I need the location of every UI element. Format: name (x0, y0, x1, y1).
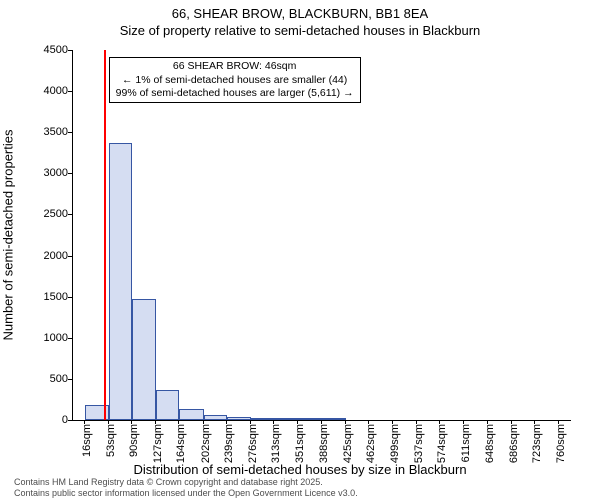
histogram-bar (132, 299, 156, 420)
annotation-line3: 99% of semi-detached houses are larger (… (116, 87, 354, 100)
ytick-label: 3000 (28, 167, 68, 179)
plot-area: 66 SHEAR BROW: 46sqm← 1% of semi-detache… (72, 50, 571, 421)
ytick-mark (68, 132, 72, 133)
histogram-bar (179, 409, 203, 420)
annotation-line2: ← 1% of semi-detached houses are smaller… (116, 74, 354, 87)
ytick-mark (68, 173, 72, 174)
ytick-mark (68, 50, 72, 51)
xtick-label: 648sqm (484, 424, 496, 463)
ytick-mark (68, 379, 72, 380)
xtick-label: 462sqm (365, 424, 377, 463)
ytick-mark (68, 297, 72, 298)
xtick-label: 388sqm (318, 424, 330, 463)
ytick-label: 4500 (28, 44, 68, 56)
xtick-label: 425sqm (342, 424, 354, 463)
histogram-bar (251, 418, 275, 420)
xtick-label: 16sqm (81, 424, 93, 457)
ytick-mark (68, 420, 72, 421)
annotation-box: 66 SHEAR BROW: 46sqm← 1% of semi-detache… (109, 57, 361, 102)
histogram-bar (156, 390, 180, 420)
ytick-label: 3500 (28, 126, 68, 138)
xtick-label: 53sqm (105, 424, 117, 457)
y-axis-label: Number of semi-detached properties (1, 24, 16, 235)
xtick-label: 351sqm (294, 424, 306, 463)
ytick-label: 4000 (28, 85, 68, 97)
histogram-bar (109, 143, 133, 420)
chart-title-line2: Size of property relative to semi-detach… (0, 23, 600, 38)
xtick-label: 686sqm (508, 424, 520, 463)
histogram-bar (298, 418, 322, 420)
title-block: 66, SHEAR BROW, BLACKBURN, BB1 8EA Size … (0, 6, 600, 38)
footer-line2: Contains public sector information licen… (14, 488, 358, 498)
xtick-label: 239sqm (223, 424, 235, 463)
ytick-mark (68, 214, 72, 215)
ytick-label: 1500 (28, 291, 68, 303)
ytick-mark (68, 338, 72, 339)
footer-line1: Contains HM Land Registry data © Crown c… (14, 477, 358, 487)
xtick-label: 127sqm (152, 424, 164, 463)
xtick-label: 760sqm (555, 424, 567, 463)
ytick-mark (68, 256, 72, 257)
xtick-label: 574sqm (436, 424, 448, 463)
x-axis-label: Distribution of semi-detached houses by … (0, 462, 600, 477)
xtick-label: 276sqm (247, 424, 259, 463)
histogram-bar (322, 418, 346, 420)
annotation-line1: 66 SHEAR BROW: 46sqm (116, 60, 354, 73)
xtick-label: 499sqm (389, 424, 401, 463)
ytick-mark (68, 91, 72, 92)
histogram-bar (204, 415, 228, 420)
ytick-label: 0 (28, 414, 68, 426)
xtick-label: 611sqm (460, 424, 472, 462)
ytick-label: 2000 (28, 250, 68, 262)
histogram-bar (227, 417, 251, 420)
histogram-bar (274, 418, 298, 420)
xtick-label: 202sqm (200, 424, 212, 463)
xtick-label: 723sqm (531, 424, 543, 463)
xtick-label: 537sqm (413, 424, 425, 463)
chart-container: 66, SHEAR BROW, BLACKBURN, BB1 8EA Size … (0, 0, 600, 500)
footer-attribution: Contains HM Land Registry data © Crown c… (14, 477, 358, 498)
xtick-label: 164sqm (175, 424, 187, 463)
ytick-label: 500 (28, 373, 68, 385)
ytick-label: 1000 (28, 332, 68, 344)
chart-title-line1: 66, SHEAR BROW, BLACKBURN, BB1 8EA (0, 6, 600, 21)
xtick-label: 313sqm (270, 424, 282, 463)
ytick-label: 2500 (28, 208, 68, 220)
property-marker-line (104, 50, 106, 420)
xtick-label: 90sqm (128, 424, 140, 457)
